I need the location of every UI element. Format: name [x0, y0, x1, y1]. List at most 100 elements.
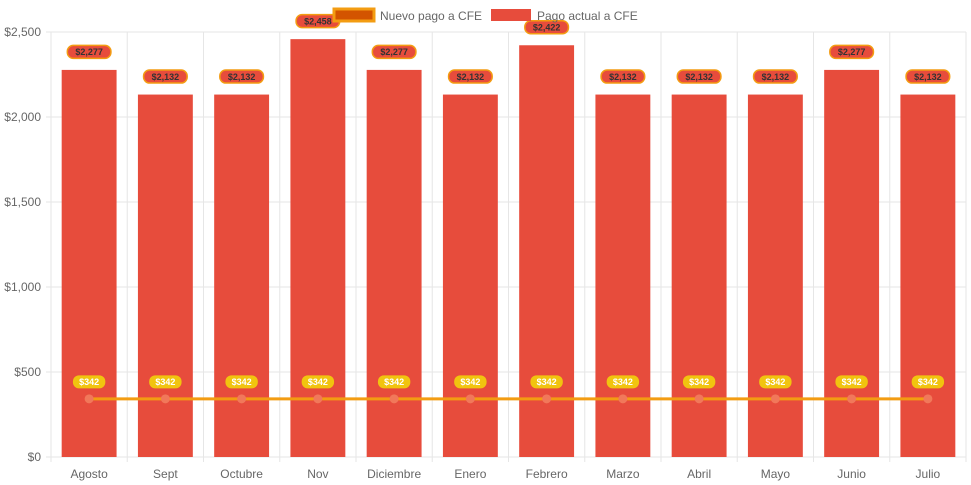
data-label: $342 [682, 375, 716, 389]
line-point[interactable] [84, 394, 94, 404]
data-label: $2,277 [371, 44, 417, 60]
x-tick-label: Junio [837, 467, 866, 481]
y-tick-label: $1,000 [4, 280, 41, 294]
y-tick-label: $1,500 [4, 195, 41, 209]
data-label: $2,132 [142, 69, 188, 84]
legend-swatch-line [332, 7, 376, 23]
data-label: $2,132 [447, 69, 493, 84]
legend-swatch-bar [491, 9, 531, 21]
data-label-background [905, 69, 951, 84]
bar[interactable] [290, 39, 346, 457]
data-label: $2,132 [219, 69, 265, 84]
x-tick-label: Mayo [761, 467, 791, 481]
line-point[interactable] [465, 394, 475, 404]
data-label: $2,277 [66, 44, 112, 60]
data-label-text: $2,132 [762, 72, 790, 82]
y-tick-label: $500 [14, 365, 41, 379]
data-label-background [301, 375, 335, 389]
x-tick-label: Agosto [70, 467, 108, 481]
data-label: $342 [454, 375, 487, 389]
data-label-background [371, 44, 417, 60]
data-label: $342 [301, 375, 335, 389]
data-label-background [72, 375, 106, 389]
data-label-text: $342 [842, 377, 862, 387]
x-tick-label: Enero [454, 467, 486, 481]
legend-item-line[interactable]: Nuevo pago a CFE [332, 7, 482, 23]
data-label: $342 [835, 375, 868, 389]
line-point[interactable] [847, 394, 857, 404]
data-label-text: $2,132 [914, 72, 942, 82]
data-label-background [676, 69, 722, 84]
data-label-text: $342 [308, 377, 328, 387]
data-label: $342 [377, 375, 411, 389]
y-tick-label: $0 [28, 450, 42, 464]
x-tick-label: Julio [916, 467, 941, 481]
data-label-text: $2,132 [457, 72, 485, 82]
y-axis: $0 $500 $1,000 $1,500 $2,000 $2,500 [4, 25, 41, 464]
data-label: $342 [72, 375, 106, 389]
data-labels: $2,277 $2,132 $2,132 $2,458 $2,277 $2,132 $2,4… [66, 13, 951, 389]
x-tick-label: Nov [307, 467, 328, 481]
data-label-background [752, 69, 798, 84]
line-point[interactable] [237, 394, 247, 404]
line-point[interactable] [389, 394, 399, 404]
line-point[interactable] [770, 394, 780, 404]
data-label-background [600, 69, 646, 84]
data-label: $2,132 [752, 69, 798, 84]
x-tick-label: Octubre [220, 467, 263, 481]
data-label-text: $342 [384, 377, 404, 387]
data-label: $342 [911, 375, 945, 389]
data-label: $342 [225, 375, 258, 389]
x-tick-label: Abril [687, 467, 711, 481]
data-label-text: $2,277 [838, 47, 866, 57]
data-label-background [759, 375, 792, 389]
line-point[interactable] [313, 394, 323, 404]
data-label-background [447, 69, 493, 84]
data-label-background [219, 69, 265, 84]
data-label-text: $2,132 [228, 72, 256, 82]
y-tick-label: $2,500 [4, 25, 41, 39]
data-label: $2,277 [829, 44, 875, 60]
data-label-background [682, 375, 716, 389]
legend-label-line: Nuevo pago a CFE [380, 9, 482, 23]
data-label-text: $2,132 [685, 72, 713, 82]
data-label-text: $342 [155, 377, 175, 387]
data-label-text: $342 [765, 377, 785, 387]
data-label-background [524, 20, 570, 35]
line-point[interactable] [618, 394, 628, 404]
x-axis: Agosto Sept Octubre Nov Diciembre Enero Febrer… [70, 467, 940, 481]
grid [46, 31, 967, 462]
data-label-text: $2,132 [609, 72, 637, 82]
data-label: $342 [149, 375, 182, 389]
x-tick-label: Febrero [526, 467, 568, 481]
data-label-background [377, 375, 411, 389]
data-label-text: $2,132 [152, 72, 180, 82]
legend[interactable]: Nuevo pago a CFE Pago actual a CFE [332, 7, 638, 23]
data-label-text: $342 [689, 377, 709, 387]
legend-item-bar[interactable]: Pago actual a CFE [491, 9, 638, 23]
data-label: $2,132 [676, 69, 722, 84]
data-label-background [149, 375, 182, 389]
data-label-text: $2,458 [304, 16, 332, 26]
data-label-text: $2,277 [75, 47, 103, 57]
bar[interactable] [519, 45, 575, 457]
line-point[interactable] [923, 394, 933, 404]
data-label-background [225, 375, 258, 389]
data-label-text: $2,422 [533, 22, 561, 32]
bar[interactable] [824, 69, 880, 457]
data-label-text: $2,277 [380, 47, 408, 57]
data-label-background [911, 375, 945, 389]
data-label-background [606, 375, 640, 389]
x-tick-label: Diciembre [367, 467, 421, 481]
line-point[interactable] [694, 394, 704, 404]
data-label-text: $342 [537, 377, 557, 387]
line-point[interactable] [160, 394, 170, 404]
data-label: $2,132 [600, 69, 646, 84]
bar[interactable] [366, 69, 422, 457]
bar[interactable] [61, 69, 117, 457]
data-label-background [835, 375, 868, 389]
line-point[interactable] [542, 394, 552, 404]
legend-label-bar: Pago actual a CFE [537, 9, 638, 23]
y-tick-label: $2,000 [4, 110, 41, 124]
data-label: $342 [606, 375, 640, 389]
